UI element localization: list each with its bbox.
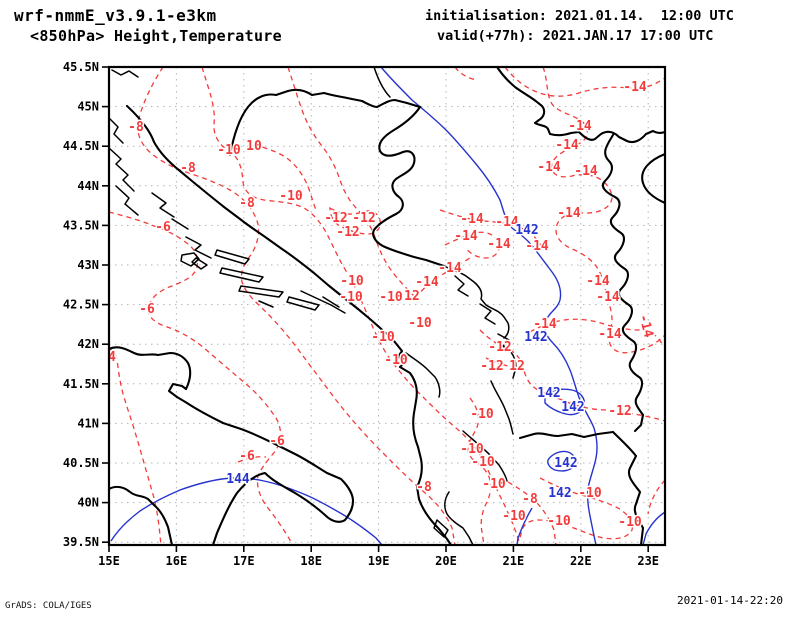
temperature-label: -8 [522,492,538,507]
model-title: wrf-nmmE_v3.9.1-e3km [14,6,217,25]
temperature-label: -10 [460,442,484,457]
temperature-label: -8 [239,196,255,211]
temperature-label: -10 [502,509,526,524]
temperature-label: -10 [618,515,642,530]
temperature-label: -14 [623,80,647,95]
temperature-label: -6 [139,302,155,317]
temperature-label: -10 [379,290,403,305]
temperature-label: -10 [471,455,495,470]
temperature-label: -14 [586,274,610,289]
temperature-label: -10 [578,486,602,501]
temperature-label: -14 [537,160,561,175]
y-axis-label: 44N [77,179,99,193]
temperature-label: -10 [217,143,241,158]
temperature-label: -10 [340,274,364,289]
x-axis-label: 20E [435,554,457,568]
x-axis-label: 16E [166,554,188,568]
y-axis-label: 45N [77,100,99,114]
temperature-contours [108,66,666,546]
level-variable-title: <850hPa> Height,Temperature [30,27,282,45]
temperature-label: -14 [487,237,511,252]
temperature-label: -12 [324,211,347,226]
temperature-label: -10 [371,330,395,345]
x-axis-label: 15E [98,554,120,568]
y-axis-label: 42.5N [63,298,99,312]
y-axis-label: 44.5N [63,139,99,153]
temperature-label: -14 [495,215,519,230]
temperature-label: -14 [525,239,549,254]
temperature-label: 4 [108,350,116,365]
y-axis-label: 41.5N [63,377,99,391]
x-axis-label: 19E [368,554,390,568]
x-axis-label: 21E [503,554,525,568]
temperature-label: 10 [246,139,262,154]
creation-timestamp: 2021-01-14-22:20 [677,594,783,607]
y-axis-label: 41N [77,416,99,430]
temperature-label: -14 [596,290,620,305]
temperature-label: -14 [415,275,439,290]
grads-credit: GrADS: COLA/IGES [5,601,92,611]
temperature-label: 12 [404,289,420,304]
temperature-label: -12 [488,340,511,355]
coastline-borders [107,65,667,547]
temperature-label: -14 [438,261,462,276]
initialisation-time: initialisation: 2021.01.14. 12:00 UTC [425,8,734,24]
temperature-label: -14 [454,229,478,244]
height-label: 142 [548,486,571,501]
temperature-label: -14 [557,206,581,221]
temperature-label: -14 [635,313,656,340]
y-axis-label: 45.5N [63,60,99,74]
temperature-label: -14 [460,212,484,227]
y-axis-label: 43N [77,258,99,272]
y-axis-label: 40.5N [63,456,99,470]
height-label: 142 [537,386,560,401]
height-label: 144 [226,472,250,487]
temperature-label: -8 [416,480,432,495]
x-axis-label: 17E [233,554,255,568]
temperature-label: -10 [339,290,363,305]
temperature-label: -6 [239,449,255,464]
temperature-label: -8 [180,161,196,176]
temperature-label: -14 [555,138,579,153]
valid-time: valid(+77h): 2021.JAN.17 17:00 UTC [437,28,714,44]
temperature-label: -12 [336,225,359,240]
temperature-label: -10 [279,189,303,204]
height-label: 142 [515,223,538,238]
contour-value-labels: -8-8-10 10-10-8-6-64-12 -12-12-14 -14-14-14… [107,79,658,532]
temperature-label: -14 [533,317,557,332]
temperature-label: -10 [482,477,506,492]
temperature-label: -12 [480,359,503,374]
x-axis-label: 18E [300,554,322,568]
temperature-label: -6 [155,220,171,235]
height-label: 142 [554,456,577,471]
x-axis-label: 23E [637,554,659,568]
temperature-label: -10 [384,353,408,368]
temperature-label: -14 [598,327,622,342]
x-axis-label: 22E [570,554,592,568]
axis-ticks-and-labels: 45.5N 45N 44.5N 44N 43.5N 43N 42.5N 42N 41.5N 41N… [63,60,659,568]
temperature-label: -10 [547,514,571,529]
temperature-label: -10 [470,407,494,422]
y-axis-label: 42N [77,337,99,351]
temperature-label: -6 [269,434,285,449]
temperature-label: -12 [608,404,631,419]
height-label: 142 [524,330,547,345]
map-frame [107,65,667,547]
height-label: 142 [561,400,584,415]
temperature-label: -12 [352,211,375,226]
y-axis-label: 43.5N [63,218,99,232]
height-contours [110,66,666,546]
temperature-label: -14 [568,119,592,134]
y-axis-label: 39.5N [63,535,99,549]
temperature-label: -14 [574,164,598,179]
temperature-label: -10 [408,316,432,331]
temperature-label: 12 [509,359,525,374]
y-axis-label: 40N [77,496,99,510]
lat-lon-gridlines [109,67,665,545]
temperature-label: -8 [128,120,144,135]
